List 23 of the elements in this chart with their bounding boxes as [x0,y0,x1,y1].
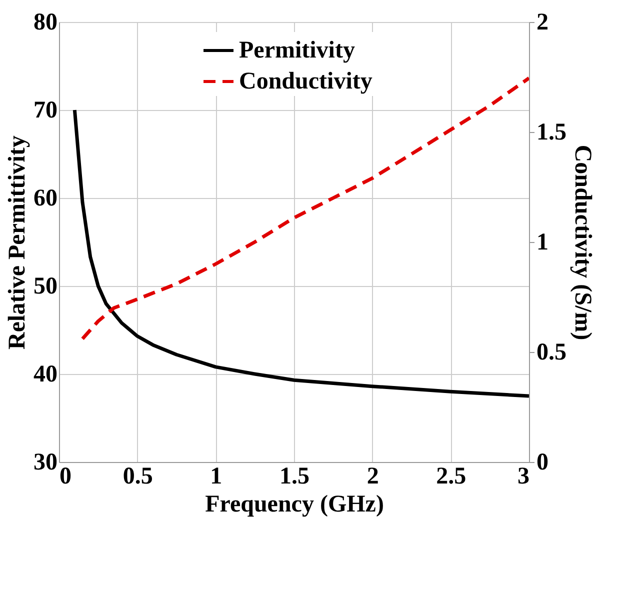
y-tick-label: 50 [34,274,58,300]
x-axis-title: Frequency (GHz) [205,492,384,518]
x-tick-label: 0 [60,464,72,490]
legend-label: Permitivity [239,38,355,64]
y-tick-label: 40 [34,362,58,388]
y2-tick-label: 0.5 [536,340,566,366]
y-tick-label: 60 [34,186,58,212]
x-tick-label: 3 [518,464,530,490]
y-tick-label: 30 [34,450,58,476]
x-tick-label: 2 [366,464,379,490]
x-tick-label: 2.5 [436,464,466,490]
y2-tick-label: 1.5 [536,120,566,146]
y2-tick-label: 1 [536,230,548,256]
y2-tick-label: 2 [536,10,548,36]
x-tick-label: 1.5 [280,464,310,490]
line-series [72,108,529,398]
y-tick-label: 70 [34,98,58,124]
x-tick-label: 0.5 [122,464,153,490]
y-tick-label: 80 [34,10,58,36]
y-axis-title: Relative Permittivity [4,136,30,350]
y2-axis-title: Conductivity (S/m) [570,144,596,340]
x-tick-label: 1 [210,464,222,490]
legend-label: Conductivity [239,68,372,94]
